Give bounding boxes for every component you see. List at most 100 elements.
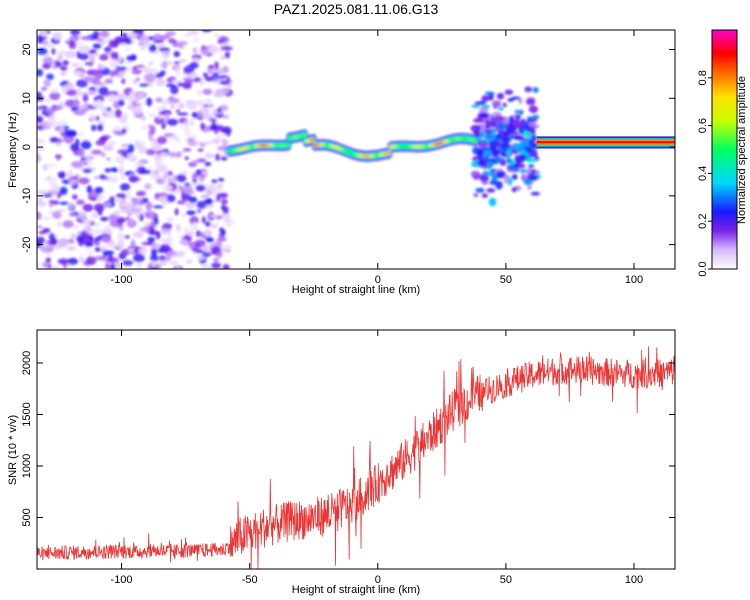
noise-blob <box>37 147 46 151</box>
noise-blob <box>159 243 171 251</box>
noise-blob <box>181 185 193 193</box>
noise-blob <box>167 118 179 126</box>
noise-blob <box>46 73 54 81</box>
noise-blob <box>148 61 153 66</box>
noise-blob <box>219 80 230 85</box>
noise-blob <box>126 55 136 62</box>
noise-blob <box>201 30 212 33</box>
noise-blob <box>166 194 176 203</box>
patch-blob <box>472 175 481 180</box>
noise-blob <box>53 31 62 41</box>
patch-blob <box>475 187 485 193</box>
patch-blob <box>505 150 512 156</box>
noise-blob <box>42 216 52 220</box>
noise-blob <box>179 170 189 175</box>
noise-blob <box>98 86 109 95</box>
patch-blob <box>526 116 534 120</box>
noise-blob <box>221 114 230 119</box>
patch-blob <box>524 86 533 93</box>
noise-blob <box>175 109 181 114</box>
noise-blob <box>162 99 167 108</box>
noise-blob <box>70 30 81 36</box>
noise-blob <box>176 174 187 183</box>
noise-blob <box>124 96 131 101</box>
snr-ytick-label: 500 <box>21 508 33 526</box>
noise-blob <box>46 107 55 115</box>
patch-blob <box>500 135 511 144</box>
noise-blob <box>95 115 100 121</box>
noise-blob <box>59 65 68 71</box>
noise-blob <box>211 118 217 125</box>
noise-blob <box>186 259 193 264</box>
noise-blob <box>139 227 150 232</box>
noise-blob <box>136 141 145 148</box>
spectrogram-ytick-label: 20 <box>21 43 33 55</box>
noise-blob <box>184 156 189 161</box>
spectrogram-xtick-label: 50 <box>500 274 512 286</box>
noise-blob <box>99 245 108 250</box>
patch-blob <box>532 114 540 120</box>
snr-panel: -100 -50 0 50 100 500 1000 1500 2000 Height of s… <box>7 329 676 596</box>
colorbar-tick-label: 0.2 <box>697 214 709 229</box>
noise-blob <box>191 111 198 119</box>
band-core <box>302 133 307 137</box>
snr-xtick-label: -100 <box>111 574 133 586</box>
colorbar-label: Normalized spectral amplitude <box>736 76 748 224</box>
noise-blob <box>76 79 88 88</box>
noise-blob <box>37 47 48 56</box>
spectrogram-ytick-label: 0 <box>21 144 33 150</box>
noise-blob <box>52 104 63 111</box>
noise-blob <box>155 177 166 185</box>
noise-blob <box>119 183 131 191</box>
noise-blob <box>174 208 179 216</box>
noise-blob <box>216 145 228 151</box>
noise-blob <box>164 253 172 262</box>
noise-blob <box>68 169 73 177</box>
noise-blob <box>147 81 154 86</box>
noise-blob <box>155 263 162 269</box>
noise-blob <box>123 235 130 239</box>
noise-blob <box>205 221 211 227</box>
noise-blob <box>170 104 175 109</box>
patch-blob <box>470 104 481 108</box>
noise-blob <box>107 175 119 183</box>
noise-blob <box>92 229 104 235</box>
noise-blob <box>220 204 226 211</box>
noise-blob <box>166 233 173 242</box>
patch-blob <box>481 193 489 199</box>
noise-blob <box>40 86 48 91</box>
noise-blob <box>196 200 208 209</box>
noise-blob <box>197 148 204 152</box>
noise-blob <box>49 88 60 94</box>
noise-blob <box>42 193 53 198</box>
noise-blob <box>184 33 191 38</box>
noise-blob <box>222 138 228 148</box>
noise-blob <box>40 244 51 248</box>
noise-blob <box>201 170 208 176</box>
noise-blob <box>105 262 110 269</box>
noise-blob <box>57 171 67 179</box>
noise-blob <box>162 184 173 192</box>
noise-blob <box>80 35 93 41</box>
noise-blob <box>117 149 129 155</box>
noise-blob <box>157 115 163 119</box>
patch-blob <box>491 100 502 107</box>
noise-blob <box>83 161 88 165</box>
noise-blob <box>58 186 68 196</box>
noise-blob <box>37 115 44 124</box>
patch-blob <box>514 109 521 115</box>
noise-blob <box>65 83 73 89</box>
noise-blob <box>190 133 196 140</box>
noise-blob <box>94 255 104 261</box>
patch-blob <box>511 187 517 193</box>
noise-blob <box>141 125 147 131</box>
patch-blob <box>496 92 505 100</box>
noise-blob <box>177 82 183 87</box>
noise-blob <box>56 50 69 55</box>
noise-blob <box>154 158 163 166</box>
noise-blob <box>131 208 143 213</box>
noise-blob <box>37 91 42 97</box>
noise-blob <box>154 192 160 200</box>
noise-blob <box>169 151 176 158</box>
